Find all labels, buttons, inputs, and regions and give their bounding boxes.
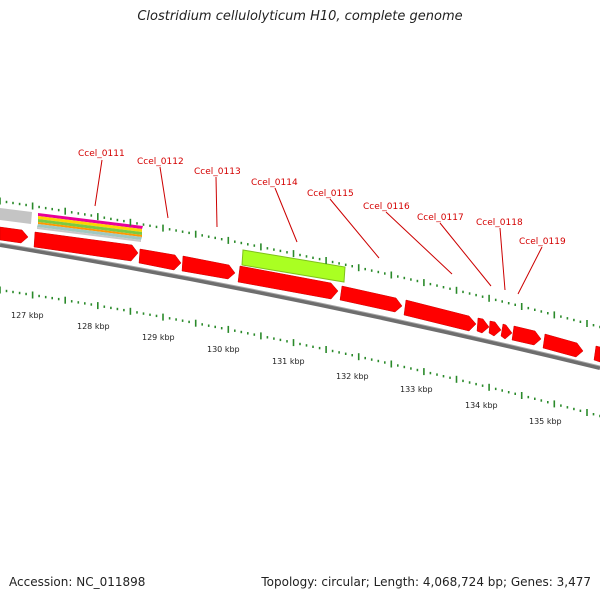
kbp-label: 134 kbp xyxy=(465,401,498,410)
gene-arrow xyxy=(476,317,490,334)
gene-arrow xyxy=(488,320,502,337)
map-title: Clostridium cellulolyticum H10, complete… xyxy=(137,9,463,24)
leader-line xyxy=(439,222,492,287)
kbp-label: 130 kbp xyxy=(207,345,240,354)
locus-label-ccel-0113[interactable]: Ccel_0113 xyxy=(194,167,241,177)
highlight-feature[interactable] xyxy=(241,249,346,283)
locus-label-ccel-0117[interactable]: Ccel_0117 xyxy=(417,213,464,223)
scale-labels: 127 kbp 128 kbp 129 kbp 130 kbp 131 kbp … xyxy=(11,311,562,426)
gene-arrow xyxy=(403,299,477,332)
accession-text: Accession: NC_011898 xyxy=(9,575,146,589)
gene-arrow xyxy=(500,323,513,340)
genome-backbone-highlight xyxy=(0,242,600,367)
feature-stack[interactable] xyxy=(37,213,143,242)
kbp-label: 129 kbp xyxy=(142,333,175,342)
grey-feature[interactable] xyxy=(0,208,32,224)
leader-line xyxy=(215,176,218,228)
upper-tick-track xyxy=(0,197,600,329)
locus-label-ccel-0112[interactable]: Ccel_0112 xyxy=(137,157,184,167)
gene-arrow xyxy=(542,333,584,358)
kbp-label: 127 kbp xyxy=(11,311,44,320)
genome-backbone xyxy=(0,243,600,370)
gene-arrow xyxy=(339,285,403,313)
leader-line xyxy=(94,159,103,207)
gene-arrow xyxy=(181,255,236,280)
leader-line xyxy=(274,187,298,243)
kbp-label: 131 kbp xyxy=(272,357,305,366)
locus-labels: Ccel_0111 Ccel_0112 Ccel_0113 Ccel_0114 … xyxy=(78,149,566,295)
lower-tick-track xyxy=(0,286,600,418)
gene-arrow xyxy=(33,231,139,262)
kbp-label: 128 kbp xyxy=(77,322,110,331)
gene-arrow xyxy=(138,248,182,271)
gene-arrow xyxy=(511,325,542,346)
leader-line xyxy=(159,166,169,219)
gene-arrow xyxy=(593,345,600,363)
gene-arrow xyxy=(0,226,29,244)
locus-label-ccel-0111[interactable]: Ccel_0111 xyxy=(78,149,125,159)
locus-label-ccel-0119[interactable]: Ccel_0119 xyxy=(519,237,566,247)
leader-line xyxy=(517,246,543,295)
kbp-label: 135 kbp xyxy=(529,417,562,426)
gene-track[interactable] xyxy=(0,226,600,363)
leader-line xyxy=(329,198,380,259)
genome-summary-text: Topology: circular; Length: 4,068,724 bp… xyxy=(261,575,591,589)
locus-label-ccel-0114[interactable]: Ccel_0114 xyxy=(251,178,298,188)
kbp-label: 133 kbp xyxy=(400,385,433,394)
leader-line xyxy=(385,211,453,275)
kbp-label: 132 kbp xyxy=(336,372,369,381)
gene-arrow xyxy=(237,265,339,300)
locus-label-ccel-0115[interactable]: Ccel_0115 xyxy=(307,189,354,199)
locus-label-ccel-0116[interactable]: Ccel_0116 xyxy=(363,202,410,212)
leader-line xyxy=(499,227,506,291)
locus-label-ccel-0118[interactable]: Ccel_0118 xyxy=(476,218,523,228)
